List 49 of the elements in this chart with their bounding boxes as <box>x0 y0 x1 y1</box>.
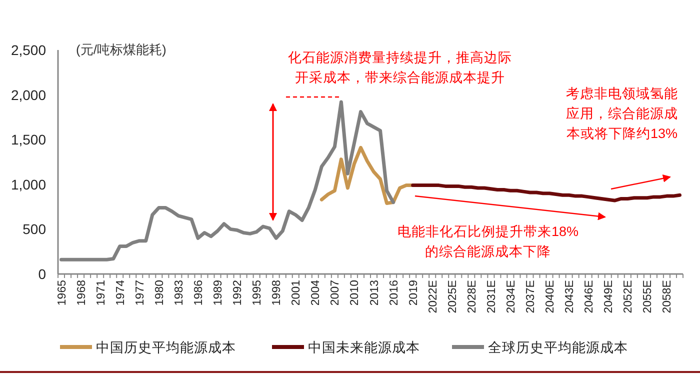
x-tick-label: 2007 <box>330 280 342 306</box>
x-tick-label: 2043E <box>564 280 576 314</box>
x-tick-label: 2037E <box>525 280 538 314</box>
annotation: 开采成本，带来综合能源成本提升 <box>295 70 505 85</box>
x-tick-label: 2004 <box>310 279 322 306</box>
x-tick-label: 1998 <box>271 280 284 306</box>
x-tick-label: 2019 <box>408 280 420 306</box>
x-tick-label: 1980 <box>154 280 166 306</box>
annotation: 本或将下降约13% <box>566 126 678 141</box>
y-tick-label: 2,500 <box>10 42 46 58</box>
x-tick-label: 1986 <box>192 280 205 306</box>
y-axis-title: (元/吨标煤能耗) <box>76 42 166 57</box>
x-tick-label: 2013 <box>368 280 381 306</box>
legend-label: 全球历史平均能源成本 <box>488 340 628 355</box>
x-tick-label: 1965 <box>56 280 68 306</box>
x-tick-label: 2001 <box>290 280 303 306</box>
x-tick-label: 2055E <box>642 280 654 314</box>
annotation: 化石能源消费量持续提升，推高边际 <box>288 50 512 65</box>
x-tick-label: 1977 <box>134 280 146 306</box>
y-tick-label: 0 <box>38 266 46 282</box>
y-tick-label: 2,000 <box>10 86 46 103</box>
x-tick-label: 2028E <box>466 280 478 314</box>
x-tick-label: 2022E <box>427 280 440 314</box>
annotation: 应用，综合能源成 <box>566 106 678 121</box>
x-tick-label: 1968 <box>76 280 88 306</box>
annotation: 电能非化石比例提升带来18% <box>397 224 579 239</box>
x-tick-label: 2040E <box>544 280 557 314</box>
x-tick-label: 1983 <box>173 280 186 306</box>
x-tick-label: 1974 <box>114 279 127 306</box>
x-tick-label: 2016 <box>388 280 400 306</box>
x-tick-label: 2031E <box>486 280 498 314</box>
x-tick-label: 2049E <box>603 280 616 314</box>
x-tick-label: 1971 <box>95 280 108 306</box>
x-tick-label: 1992 <box>232 280 244 306</box>
annotation: 考虑非电领域氢能 <box>566 86 678 101</box>
x-tick-label: 2052E <box>622 280 635 314</box>
legend-label: 中国历史平均能源成本 <box>96 340 236 355</box>
x-tick-label: 2034E <box>505 280 518 314</box>
x-tick-label: 2046E <box>584 280 596 314</box>
legend-label: 中国未来能源成本 <box>308 340 420 355</box>
y-tick-label: 1,000 <box>10 176 46 192</box>
annotation: 的综合能源成本下降 <box>425 244 551 259</box>
x-tick-label: 1995 <box>252 280 264 306</box>
x-tick-label: 1989 <box>212 280 225 306</box>
y-tick-label: 500 <box>22 221 46 238</box>
y-tick-label: 1,500 <box>10 132 46 148</box>
x-tick-label: 2025E <box>446 280 459 314</box>
x-tick-label: 2058E <box>662 280 674 314</box>
x-tick-label: 2010 <box>349 280 362 306</box>
